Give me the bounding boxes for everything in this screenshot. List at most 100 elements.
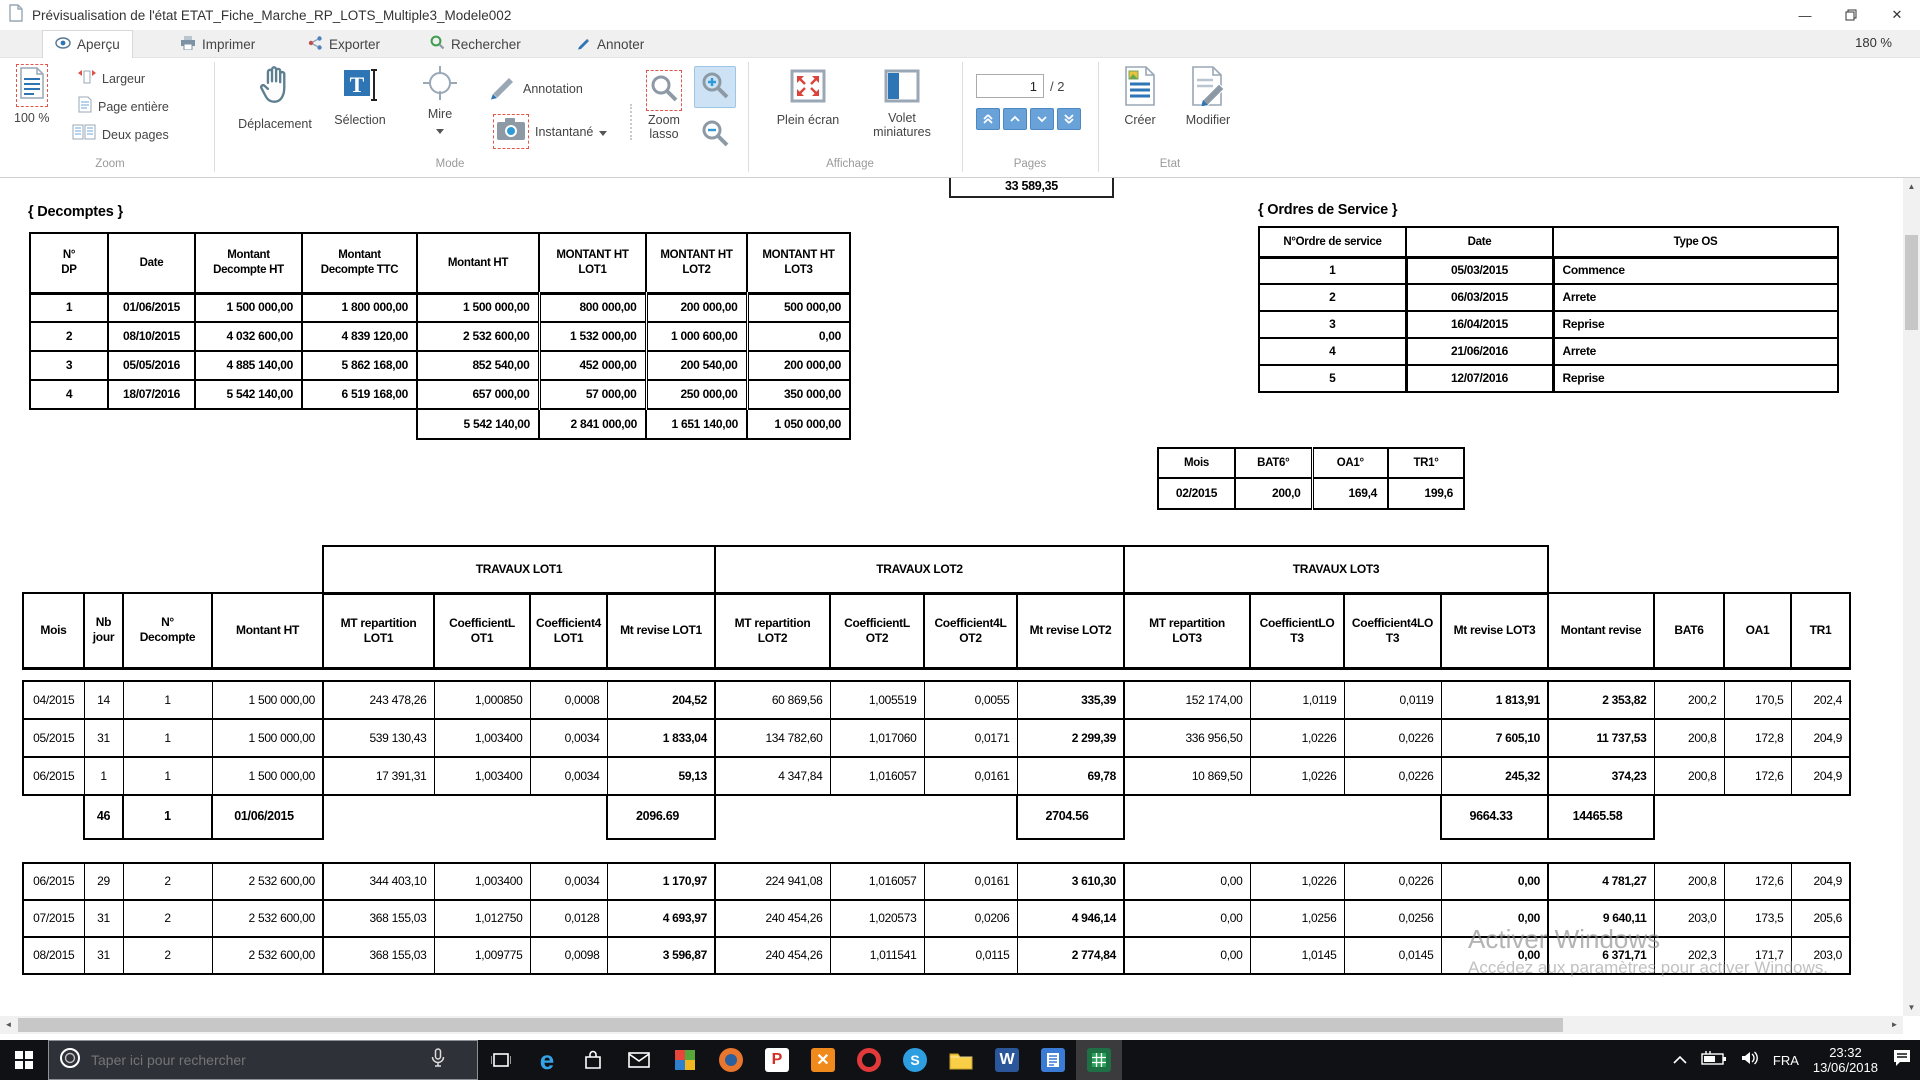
vertical-scroll-thumb[interactable] (1905, 235, 1918, 330)
plein-ecran-button[interactable]: Plein écran (770, 68, 846, 127)
column-header: Mois (22, 592, 85, 670)
firefox-icon[interactable] (708, 1040, 754, 1080)
annotation-button[interactable]: Annotation (487, 72, 583, 105)
zoom-100-button[interactable]: 100 % (14, 64, 49, 125)
taskbar-search[interactable] (48, 1040, 478, 1080)
opera-icon[interactable] (846, 1040, 892, 1080)
column-header: Montant Decompte HT (194, 232, 303, 295)
search-input[interactable] (91, 1052, 421, 1068)
share-icon (308, 35, 323, 53)
next-page-button[interactable] (1030, 108, 1054, 130)
table-cell: 1 (83, 756, 124, 796)
task-view-button[interactable] (478, 1040, 524, 1080)
page-entiere-button[interactable]: Page entière (78, 96, 169, 118)
mail-icon[interactable] (616, 1040, 662, 1080)
action-center-icon[interactable] (1892, 1048, 1912, 1073)
volume-icon[interactable] (1741, 1050, 1759, 1071)
chevron-down-icon (599, 123, 608, 141)
tab-annoter[interactable]: Annoter (564, 30, 656, 58)
table-cell: 07/2015 (22, 899, 85, 938)
total-cell: 2 841 000,00 (538, 408, 647, 440)
table-cell: 205,6 (1790, 899, 1851, 938)
photos-app-icon[interactable] (662, 1040, 708, 1080)
previous-page-button[interactable] (1003, 108, 1027, 130)
horizontal-scrollbar[interactable]: ◄ ► (0, 1016, 1903, 1034)
xampp-icon[interactable]: ✕ (800, 1040, 846, 1080)
report-app-icon-active[interactable] (1076, 1040, 1122, 1080)
modifier-button[interactable]: Modifier (1176, 66, 1240, 127)
clock[interactable]: 23:32 13/06/2018 (1813, 1045, 1878, 1075)
deux-pages-button[interactable]: Deux pages (72, 124, 169, 145)
tab-rechercher[interactable]: Rechercher (418, 30, 533, 58)
table-cell: 0,00 (1440, 862, 1549, 901)
volet-miniatures-button[interactable]: Volet miniatures (862, 68, 942, 140)
column-header: CoefficientL OT2 (829, 592, 925, 670)
table-cell: 800 000,00 (537, 292, 647, 323)
table-cell: 204,52 (606, 680, 716, 720)
table-cell: 200 000,00 (745, 350, 851, 381)
mire-button[interactable]: Mire (415, 64, 465, 139)
table-cell: 4 946,14 (1016, 899, 1125, 938)
column-header: MONTANT HT LOT2 (645, 232, 748, 295)
scroll-down-arrow[interactable]: ▼ (1903, 999, 1920, 1016)
table-cell: 172,8 (1723, 718, 1792, 758)
creer-button[interactable]: Créer (1112, 66, 1168, 127)
microphone-icon[interactable] (431, 1047, 445, 1073)
lot-group-header: TRAVAUX LOT3 (1123, 545, 1549, 595)
store-icon[interactable] (570, 1040, 616, 1080)
zoom-in-button[interactable] (694, 66, 736, 108)
word-icon[interactable]: W (984, 1040, 1030, 1080)
scroll-up-arrow[interactable]: ▲ (1903, 178, 1920, 195)
table-row: 5 12/07/2016 Reprise (1258, 364, 1839, 393)
minimize-button[interactable]: — (1798, 7, 1812, 23)
scroll-left-arrow[interactable]: ◄ (0, 1016, 17, 1033)
table-cell: 245,32 (1440, 756, 1549, 796)
zoom-lasso-button[interactable]: Zoom lasso (638, 70, 690, 142)
group-label-affichage: Affichage (826, 158, 874, 170)
writer-app-icon[interactable] (1030, 1040, 1076, 1080)
table-cell: 0,00 (1123, 899, 1251, 938)
ribbon-tabs: Aperçu Imprimer Exporter Rechercher Anno… (0, 30, 1920, 58)
table-cell: 2 (122, 862, 213, 901)
last-page-button[interactable] (1057, 108, 1081, 130)
zoom-out-button[interactable] (694, 114, 736, 156)
table-cell: 0,0145 (1343, 936, 1442, 975)
tab-exporter[interactable]: Exporter (296, 30, 392, 58)
group-label-zoom: Zoom (95, 158, 125, 170)
total-cell: 2704.56 (1016, 794, 1125, 840)
clock-time: 23:32 (1829, 1045, 1862, 1060)
maximize-button[interactable] (1828, 0, 1874, 30)
close-button[interactable]: ✕ (1891, 7, 1903, 22)
table-cell: 350 000,00 (745, 379, 851, 410)
table-cell: 1 (1258, 256, 1407, 285)
table-cell: 01/06/2015 (107, 292, 196, 323)
first-page-button[interactable] (976, 108, 1000, 130)
vertical-scrollbar[interactable]: ▲ ▼ (1903, 178, 1920, 1016)
messaging-app-icon[interactable]: S (892, 1040, 938, 1080)
table-cell: 2 353,82 (1547, 680, 1655, 720)
table-cell: 14 (83, 680, 124, 720)
instantane-button[interactable]: Instantané (493, 114, 608, 149)
start-button[interactable] (0, 1040, 48, 1080)
deplacement-button[interactable]: Déplacement (238, 64, 312, 131)
table-cell: 1,003400 (433, 756, 531, 796)
page-number-input[interactable] (976, 74, 1044, 98)
table-cell: 60 869,56 (714, 680, 831, 720)
tray-chevron-up-icon[interactable] (1673, 1051, 1687, 1069)
language-indicator[interactable]: FRA (1772, 1052, 1799, 1068)
horizontal-scroll-thumb[interactable] (18, 1018, 1563, 1032)
table-cell: 1,0119 (1249, 680, 1345, 720)
table-cell: 1,005519 (829, 680, 925, 720)
edge-icon[interactable]: e (539, 1044, 555, 1075)
tab-apercu[interactable]: Aperçu (42, 30, 133, 58)
largeur-button[interactable]: Largeur (78, 68, 145, 89)
table-cell: 7 605,10 (1440, 718, 1549, 758)
table-cell: 3 (29, 350, 109, 381)
tab-imprimer[interactable]: Imprimer (168, 30, 267, 58)
selection-button[interactable]: T Sélection (330, 66, 390, 127)
battery-icon[interactable] (1701, 1050, 1727, 1070)
table-cell: 0,00 (745, 321, 851, 352)
pdf-app-icon[interactable]: P (754, 1040, 800, 1080)
file-explorer-icon[interactable] (938, 1040, 984, 1080)
scroll-right-arrow[interactable]: ► (1886, 1016, 1903, 1033)
